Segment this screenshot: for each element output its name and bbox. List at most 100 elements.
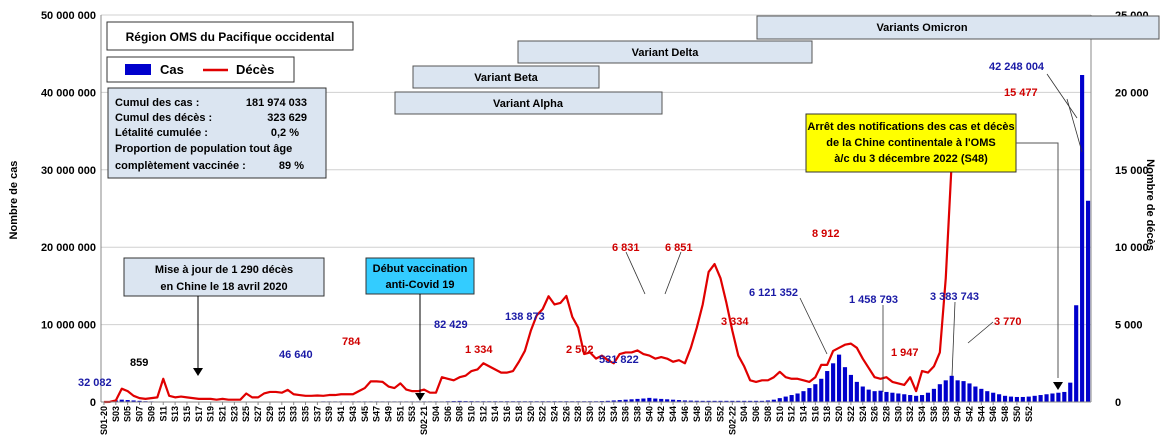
x-tick-label: S47 [372, 406, 382, 422]
x-tick-label: S02-22 [727, 406, 737, 435]
svg-text:Variant Delta: Variant Delta [632, 47, 700, 59]
case-bar [748, 400, 753, 402]
case-label-1458793: 1 458 793 [849, 294, 898, 306]
case-bar [925, 392, 931, 402]
x-tick-label: S28 [881, 406, 891, 422]
case-bar [813, 384, 818, 402]
x-tick-label: S13 [170, 406, 180, 422]
x-tick-label: S24 [550, 406, 560, 422]
x-tick-label: S43 [348, 406, 358, 422]
case-label-46640: 46 640 [279, 349, 313, 361]
x-tick-label: S32 [905, 406, 915, 422]
x-tick-label: S14 [798, 406, 808, 422]
case-bar [937, 384, 942, 402]
case-bar [647, 397, 652, 402]
x-tick-label: S44 [976, 406, 986, 422]
svg-text:de la Chine continentale à l'O: de la Chine continentale à l'OMS [826, 137, 995, 149]
case-bar [119, 399, 124, 402]
case-bar [712, 400, 717, 402]
case-bar [1026, 396, 1031, 402]
case-bar [878, 390, 883, 402]
x-tick-label: S36 [929, 406, 939, 422]
x-tick-label: S33 [289, 406, 299, 422]
x-tick-label: S40 [953, 406, 963, 422]
case-bar [1068, 382, 1073, 402]
y-tick-right: 20 000 [1115, 87, 1149, 99]
svg-text:Variant Alpha: Variant Alpha [493, 98, 564, 110]
case-bar [125, 400, 130, 402]
deaths-line-path [103, 162, 953, 404]
x-tick-label: S22 [846, 406, 856, 422]
legend-deaths-label: Décès [236, 62, 274, 77]
case-bar [765, 400, 770, 402]
death-label-3770: 3 770 [994, 316, 1022, 328]
x-tick-label: S06 [751, 406, 761, 422]
vaccination-note: Début vaccination anti-Covid 19 [365, 257, 475, 401]
case-bar [836, 354, 842, 402]
x-tick-label: S38 [633, 406, 643, 422]
case-bar [961, 381, 966, 402]
x-tick-label: S07 [135, 406, 145, 422]
y-tick-right: 10 000 [1115, 242, 1149, 254]
case-bar [1080, 75, 1085, 402]
y-tick-left: 10 000 000 [41, 320, 96, 332]
case-bar [854, 381, 859, 402]
case-bar [1056, 392, 1061, 402]
case-bar [1020, 396, 1025, 402]
case-bar [914, 395, 919, 402]
case-bar [919, 395, 925, 402]
case-bar [991, 392, 996, 402]
x-tick-label: S03 [111, 406, 121, 422]
x-tick-label: S48 [692, 406, 702, 422]
x-tick-label: S50 [1012, 406, 1022, 422]
deaths-line [103, 162, 953, 404]
case-bar [848, 374, 853, 402]
x-tick-label: S41 [336, 406, 346, 422]
case-bar [659, 398, 664, 402]
case-bar [1002, 395, 1008, 402]
case-bar [967, 383, 972, 402]
case-bar [819, 378, 824, 402]
x-tick-label: S05 [123, 406, 133, 422]
case-bar [605, 400, 610, 402]
x-tick-label: S09 [146, 406, 156, 422]
x-tick-label: S38 [941, 406, 951, 422]
case-bar [718, 400, 723, 402]
case-label-3383743: 3 383 743 [930, 291, 979, 303]
x-tick-label: S06 [443, 406, 453, 422]
x-tick-label: S04 [739, 406, 749, 422]
x-tick-label: S32 [597, 406, 607, 422]
case-bar [617, 400, 622, 402]
case-bar [635, 398, 640, 402]
svg-text:en Chine le 18 avril 2020: en Chine le 18 avril 2020 [160, 281, 287, 293]
axes: 0 10 000 000 20 000 000 30 000 000 40 000 00… [41, 10, 1149, 409]
svg-text:Début vaccination: Début vaccination [373, 263, 468, 275]
case-bar [694, 400, 699, 402]
case-bar [736, 400, 741, 402]
x-tick-label: S12 [787, 406, 797, 422]
china-update-note: Mise à jour de 1 290 décès en Chine le 1… [123, 257, 325, 376]
y-tick-right: 0 [1115, 397, 1121, 409]
x-tick-label: S21 [218, 406, 228, 422]
variant-alpha: Variant Alpha [394, 91, 663, 115]
death-label-8912: 8 912 [812, 228, 840, 240]
x-tick-label: S45 [360, 406, 370, 422]
x-tick-label: S49 [384, 406, 394, 422]
case-bar [131, 400, 136, 402]
case-bar [706, 400, 711, 402]
x-tick-label: S10 [775, 406, 785, 422]
x-tick-label: S26 [870, 406, 880, 422]
x-tick-label: S11 [158, 406, 168, 422]
case-bar [1032, 395, 1037, 402]
x-tick-label: S48 [1000, 406, 1010, 422]
case-bar [783, 396, 788, 402]
x-tick-label: S02-21 [419, 406, 429, 435]
x-tick-label: S01-20 [99, 406, 109, 435]
x-tick-label: S28 [573, 406, 583, 422]
case-bar [860, 386, 865, 402]
x-tick-label: S18 [822, 406, 832, 422]
variant-omicron: Variants Omicron [756, 15, 1160, 40]
case-bar [831, 363, 836, 402]
data-labels: 32 082 46 640 82 429 138 873 531 822 6 1… [78, 61, 1083, 392]
